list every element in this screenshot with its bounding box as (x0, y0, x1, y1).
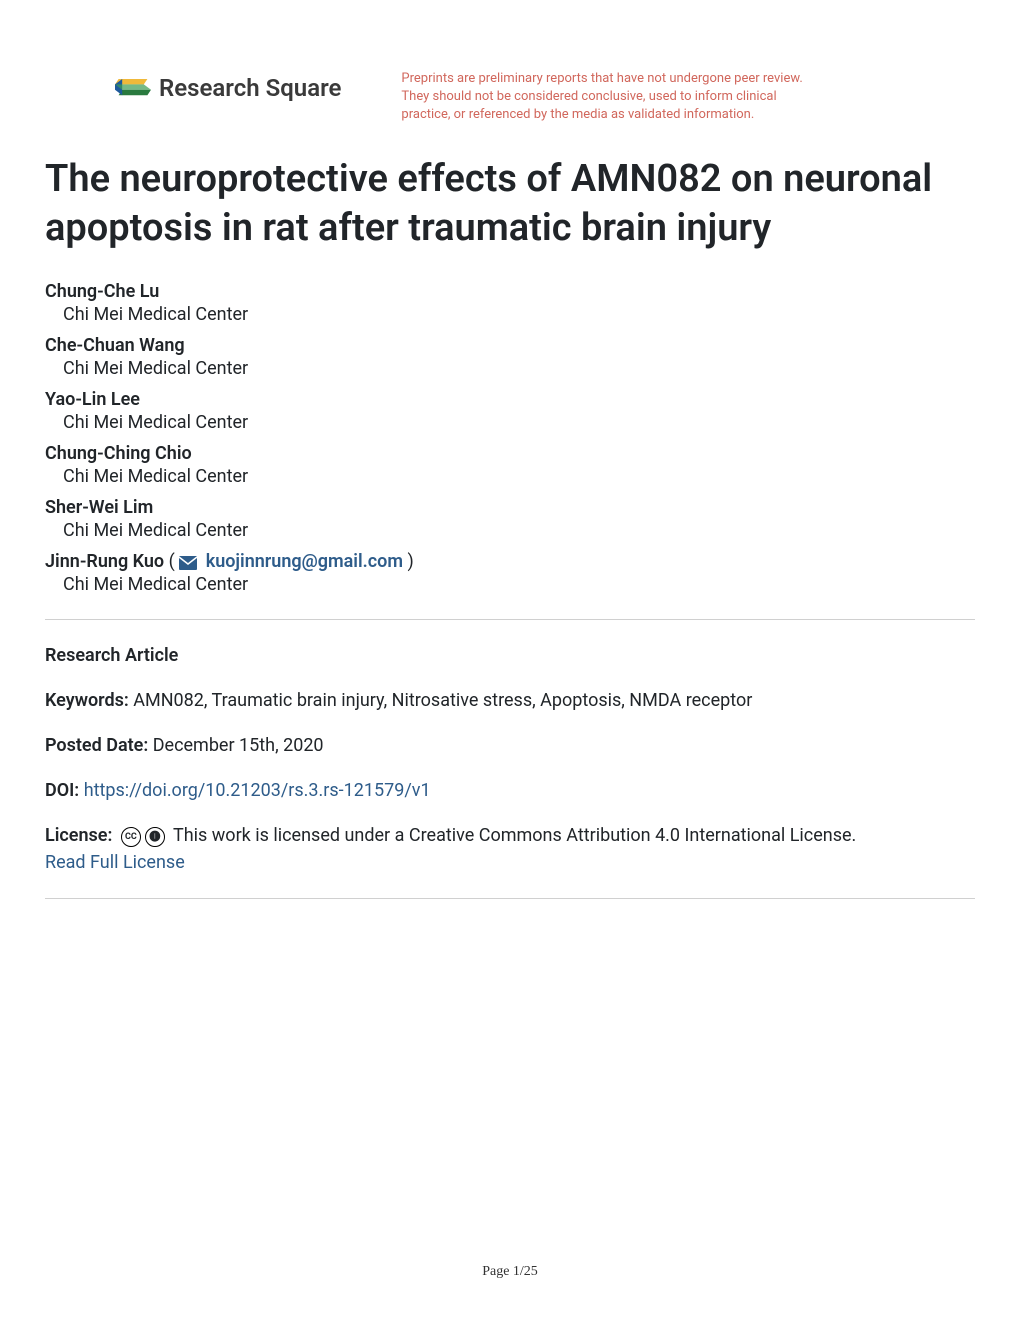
cc-logo-icon: CC (121, 827, 141, 847)
license-label: License: (45, 825, 112, 846)
author-affiliation: Chi Mei Medical Center (45, 358, 975, 379)
doi-link[interactable]: https://doi.org/10.21203/rs.3.rs-121579/… (84, 780, 431, 801)
author-affiliation: Chi Mei Medical Center (45, 412, 975, 433)
author-name: Chung-Che Lu (45, 281, 975, 302)
section-divider (45, 619, 975, 620)
email-icon (179, 556, 197, 570)
logo-text: Research Square (159, 74, 341, 102)
article-type: Research Article (45, 642, 975, 669)
posted-date-row: Posted Date: December 15th, 2020 (45, 732, 975, 759)
author-entry: Jinn-Rung Kuo ( kuojinnrung@gmail.com )C… (45, 551, 975, 595)
license-row: License: CC 🅘 This work is licensed unde… (45, 822, 975, 876)
author-affiliation: Chi Mei Medical Center (45, 520, 975, 541)
keywords-row: Keywords: AMN082, Traumatic brain injury… (45, 687, 975, 714)
author-name: Che-Chuan Wang (45, 335, 975, 356)
logo-section: Research Square (45, 70, 341, 106)
meta-section: Research Article Keywords: AMN082, Traum… (45, 642, 975, 876)
author-affiliation: Chi Mei Medical Center (45, 304, 975, 325)
author-name: Yao-Lin Lee (45, 389, 975, 410)
doi-label: DOI: (45, 780, 79, 801)
authors-section: Chung-Che LuChi Mei Medical CenterChe-Ch… (45, 281, 975, 595)
corresponding-email-link[interactable]: kuojinnrung@gmail.com (201, 551, 403, 572)
author-affiliation: Chi Mei Medical Center (45, 466, 975, 487)
author-affiliation: Chi Mei Medical Center (45, 574, 975, 595)
research-square-logo-icon (115, 70, 151, 106)
author-entry: Sher-Wei LimChi Mei Medical Center (45, 497, 975, 541)
preprint-disclaimer: Preprints are preliminary reports that h… (401, 70, 821, 125)
section-divider-bottom (45, 898, 975, 899)
keywords-value: AMN082, Traumatic brain injury, Nitrosat… (133, 690, 752, 711)
page-number: Page 1/25 (482, 1264, 538, 1280)
author-entry: Chung-Che LuChi Mei Medical Center (45, 281, 975, 325)
author-name: Sher-Wei Lim (45, 497, 975, 518)
read-license-link[interactable]: Read Full License (45, 852, 185, 873)
doi-row: DOI: https://doi.org/10.21203/rs.3.rs-12… (45, 777, 975, 804)
paper-title: The neuroprotective effects of AMN082 on… (45, 155, 975, 254)
author-entry: Chung-Ching ChioChi Mei Medical Center (45, 443, 975, 487)
keywords-label: Keywords: (45, 690, 129, 711)
author-name: Chung-Ching Chio (45, 443, 975, 464)
author-name: Jinn-Rung Kuo ( kuojinnrung@gmail.com ) (45, 551, 975, 572)
author-entry: Che-Chuan WangChi Mei Medical Center (45, 335, 975, 379)
posted-date-label: Posted Date: (45, 735, 148, 756)
posted-date-value: December 15th, 2020 (153, 735, 324, 756)
license-text: This work is licensed under a Creative C… (173, 825, 856, 846)
cc-icons: CC 🅘 (121, 827, 165, 847)
header-row: Research Square Preprints are preliminar… (45, 70, 975, 125)
cc-by-icon: 🅘 (145, 827, 165, 847)
author-entry: Yao-Lin LeeChi Mei Medical Center (45, 389, 975, 433)
